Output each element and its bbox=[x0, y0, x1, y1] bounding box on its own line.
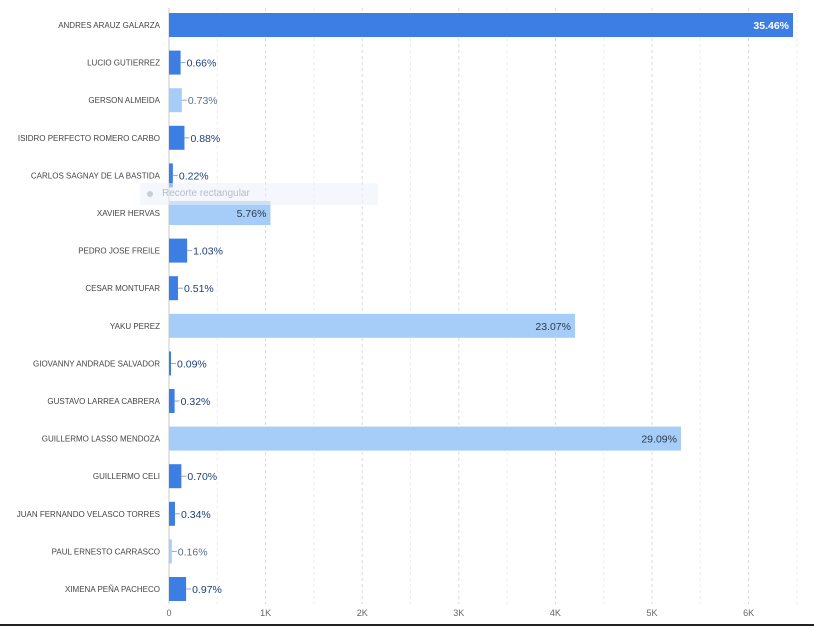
data-label: 0.34% bbox=[181, 509, 211, 521]
data-labels: 35.46% 0.66% 0.73% 0.88% 0.22% 5.76% 1.03% 0.51… bbox=[171, 20, 790, 596]
bar bbox=[169, 351, 171, 376]
data-label: 0.88% bbox=[190, 133, 220, 145]
bar bbox=[169, 50, 181, 75]
overlay-text: Recorte rectangular bbox=[162, 188, 250, 199]
bar bbox=[169, 238, 188, 263]
bar bbox=[169, 201, 271, 225]
bar bbox=[169, 577, 187, 601]
data-label: 5.76% bbox=[237, 208, 267, 220]
bar bbox=[169, 88, 182, 113]
category-label: JUAN FERNANDO VELASCO TORRES bbox=[17, 510, 160, 519]
x-tick-label: 1K bbox=[260, 608, 271, 618]
bottom-border bbox=[0, 624, 814, 626]
category-label: XAVIER HERVAS bbox=[97, 209, 160, 218]
tooltip-overlay: Recorte rectangular bbox=[140, 183, 378, 205]
data-label: 0.66% bbox=[187, 58, 217, 70]
bar bbox=[169, 389, 175, 413]
data-label: 29.09% bbox=[641, 434, 677, 446]
x-tick-label: 2K bbox=[357, 608, 368, 618]
bar bbox=[169, 163, 173, 188]
category-label: GUSTAVO LARREA CABRERA bbox=[47, 397, 160, 406]
category-label: LUCIO GUTIERREZ bbox=[87, 59, 160, 68]
data-label: 0.51% bbox=[184, 283, 214, 295]
bar bbox=[169, 276, 178, 301]
category-label: GERSON ALMEIDA bbox=[88, 96, 160, 105]
bar bbox=[169, 125, 185, 150]
category-label: GUILLERMO CELI bbox=[93, 472, 160, 481]
data-label: 0.16% bbox=[178, 546, 208, 558]
x-tick-label: 4K bbox=[550, 608, 561, 618]
category-label: CESAR MONTUFAR bbox=[85, 284, 160, 293]
data-label: 35.46% bbox=[753, 20, 789, 32]
category-label: ISIDRO PERFECTO ROMERO CARBO bbox=[18, 134, 160, 143]
bar bbox=[169, 13, 794, 37]
bar bbox=[169, 426, 681, 451]
x-axis-ticks: 0 1K 2K 3K 4K 5K 6K bbox=[166, 608, 754, 618]
data-label: 0.73% bbox=[188, 95, 218, 107]
category-label: GIOVANNY ANDRADE SALVADOR bbox=[33, 359, 160, 368]
x-tick-label: 3K bbox=[453, 608, 464, 618]
bar bbox=[169, 313, 576, 338]
bar bbox=[169, 539, 172, 564]
bars bbox=[169, 13, 794, 601]
data-label: 0.70% bbox=[187, 471, 217, 483]
data-label: 0.97% bbox=[192, 584, 222, 596]
category-label: GUILLERMO LASSO MENDOZA bbox=[42, 435, 161, 444]
data-label: 23.07% bbox=[535, 321, 571, 333]
category-label: YAKU PEREZ bbox=[110, 322, 160, 331]
bar bbox=[169, 501, 175, 526]
x-tick-label: 0 bbox=[166, 608, 171, 618]
grid-lines bbox=[168, 8, 798, 604]
category-labels: ANDRES ARAUZ GALARZA LUCIO GUTIERREZ GERSO… bbox=[17, 21, 161, 594]
data-label: 0.09% bbox=[177, 358, 207, 370]
x-tick-label: 6K bbox=[743, 608, 754, 618]
category-label: CARLOS SAGNAY DE LA BASTIDA bbox=[31, 171, 161, 180]
data-label: 0.22% bbox=[179, 170, 209, 182]
category-label: PAUL ERNESTO CARRASCO bbox=[52, 547, 160, 556]
category-label: XIMENA PEÑA PACHECO bbox=[65, 585, 160, 594]
data-label: 1.03% bbox=[193, 246, 223, 258]
scissors-icon bbox=[147, 191, 153, 197]
data-label: 0.32% bbox=[181, 396, 211, 408]
category-label: ANDRES ARAUZ GALARZA bbox=[58, 21, 160, 30]
x-tick-label: 5K bbox=[646, 608, 657, 618]
bar bbox=[169, 464, 182, 489]
category-label: PEDRO JOSE FREILE bbox=[78, 247, 160, 256]
